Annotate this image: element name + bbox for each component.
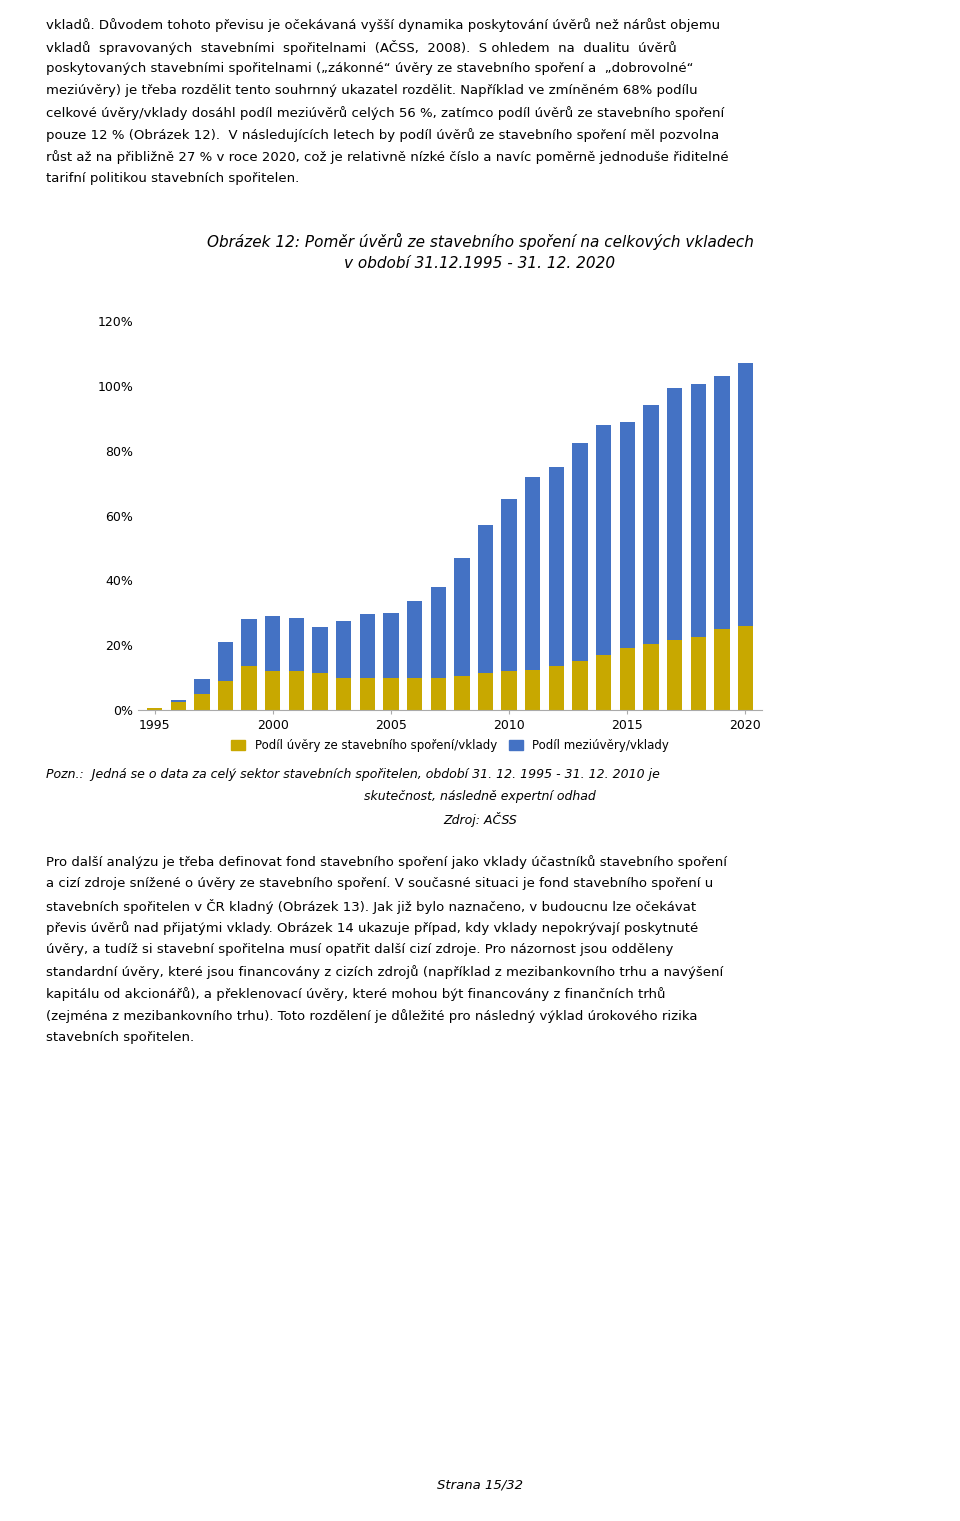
Bar — [643, 643, 659, 710]
Bar — [360, 614, 375, 677]
Bar — [360, 677, 375, 710]
Bar — [241, 619, 256, 666]
Bar — [643, 406, 659, 643]
Bar — [312, 672, 327, 710]
Text: celkové úvěry/vklady dosáhl podíl meziúvěrů celých 56 %, zatímco podíl úvěrů ze : celkové úvěry/vklady dosáhl podíl meziúv… — [46, 106, 725, 120]
Bar — [336, 677, 351, 710]
Text: poskytovaných stavebními spořitelnami („zákonné“ úvěry ze stavebního spoření a  : poskytovaných stavebními spořitelnami („… — [46, 62, 693, 75]
Bar — [312, 627, 327, 672]
Bar — [619, 421, 635, 648]
Bar — [407, 601, 422, 677]
Bar — [383, 613, 398, 677]
Bar — [525, 476, 540, 669]
Text: vkladů. Důvodem tohoto převisu je očekávaná vyšší dynamika poskytování úvěrů než: vkladů. Důvodem tohoto převisu je očekáv… — [46, 18, 720, 32]
Text: pouze 12 % (Obrázek 12).  V následujících letech by podíl úvěrů ze stavebního sp: pouze 12 % (Obrázek 12). V následujících… — [46, 128, 719, 141]
Bar — [289, 671, 304, 710]
Text: Pozn.:  Jedná se o data za celý sektor stavebních spořitelen, období 31. 12. 199: Pozn.: Jedná se o data za celý sektor st… — [46, 768, 660, 780]
Bar — [596, 656, 612, 710]
Bar — [430, 677, 445, 710]
Bar — [667, 388, 683, 640]
Bar — [738, 625, 754, 710]
Bar — [738, 364, 754, 625]
Bar — [218, 681, 233, 710]
Text: převis úvěrů nad přijatými vklady. Obrázek 14 ukazuje případ, kdy vklady nepokrý: převis úvěrů nad přijatými vklady. Obráz… — [46, 922, 698, 935]
Legend: Podíl úvěry ze stavebního spoření/vklady, Podíl meziúvěry/vklady: Podíl úvěry ze stavebního spoření/vklady… — [227, 735, 674, 757]
Bar — [383, 677, 398, 710]
Bar — [501, 671, 516, 710]
Text: skutečnost, následně expertní odhad: skutečnost, následně expertní odhad — [364, 789, 596, 803]
Bar — [572, 662, 588, 710]
Bar — [549, 666, 564, 710]
Bar — [265, 616, 280, 671]
Bar — [171, 701, 186, 710]
Text: úvěry, a tudíž si stavební spořitelna musí opatřit další cizí zdroje. Pro názorn: úvěry, a tudíž si stavební spořitelna mu… — [46, 943, 674, 957]
Bar — [430, 587, 445, 677]
Bar — [241, 666, 256, 710]
Bar — [525, 669, 540, 710]
Bar — [619, 648, 635, 710]
Text: Strana 15/32: Strana 15/32 — [437, 1478, 523, 1492]
Bar — [407, 677, 422, 710]
Text: růst až na přibližně 27 % v roce 2020, což je relativně nízké číslo a navíc pomě: růst až na přibližně 27 % v roce 2020, c… — [46, 151, 729, 164]
Bar — [572, 443, 588, 662]
Bar — [549, 467, 564, 666]
Bar — [194, 680, 209, 694]
Bar — [478, 525, 493, 672]
Text: Pro další analýzu je třeba definovat fond stavebního spoření jako vklady účastní: Pro další analýzu je třeba definovat fon… — [46, 855, 727, 868]
Bar — [667, 640, 683, 710]
Bar — [336, 621, 351, 677]
Bar — [501, 499, 516, 671]
Bar — [454, 558, 469, 675]
Bar — [171, 700, 186, 701]
Text: kapitálu od akcionářů), a překlenovací úvěry, které mohou být financovány z fina: kapitálu od akcionářů), a překlenovací ú… — [46, 987, 665, 1001]
Text: vkladů  spravovaných  stavebními  spořitelnami  (AČSS,  2008).  S ohledem  na  d: vkladů spravovaných stavebními spořiteln… — [46, 40, 677, 55]
Text: meziúvěry) je třeba rozdělit tento souhrnný ukazatel rozdělit. Například ve zmín: meziúvěry) je třeba rozdělit tento souhr… — [46, 84, 698, 97]
Bar — [714, 630, 730, 710]
Text: v období 31.12.1995 - 31. 12. 2020: v období 31.12.1995 - 31. 12. 2020 — [345, 256, 615, 271]
Text: standardní úvěry, které jsou financovány z cizích zdrojů (například z mezibankov: standardní úvěry, které jsou financovány… — [46, 964, 723, 980]
Text: Obrázek 12: Poměr úvěrů ze stavebního spoření na celkových vkladech: Obrázek 12: Poměr úvěrů ze stavebního sp… — [206, 233, 754, 249]
Bar — [265, 671, 280, 710]
Bar — [690, 637, 706, 710]
Text: (zejména z mezibankovního trhu). Toto rozdělení je důležité pro následný výklad : (zejména z mezibankovního trhu). Toto ro… — [46, 1008, 698, 1024]
Text: Zdroj: AČSS: Zdroj: AČSS — [444, 812, 516, 827]
Text: stavebních spořitelen.: stavebních spořitelen. — [46, 1031, 194, 1043]
Bar — [289, 618, 304, 671]
Bar — [596, 424, 612, 656]
Text: a cizí zdroje snížené o úvěry ze stavebního spoření. V současné situaci je fond : a cizí zdroje snížené o úvěry ze stavebn… — [46, 878, 713, 890]
Text: tarifní politikou stavebních spořitelen.: tarifní politikou stavebních spořitelen. — [46, 172, 300, 186]
Bar — [690, 385, 706, 637]
Bar — [714, 376, 730, 630]
Bar — [218, 642, 233, 681]
Bar — [454, 675, 469, 710]
Bar — [194, 694, 209, 710]
Bar — [147, 709, 162, 710]
Text: stavebních spořitelen v ČR kladný (Obrázek 13). Jak již bylo naznačeno, v budouc: stavebních spořitelen v ČR kladný (Obráz… — [46, 899, 696, 914]
Bar — [478, 672, 493, 710]
